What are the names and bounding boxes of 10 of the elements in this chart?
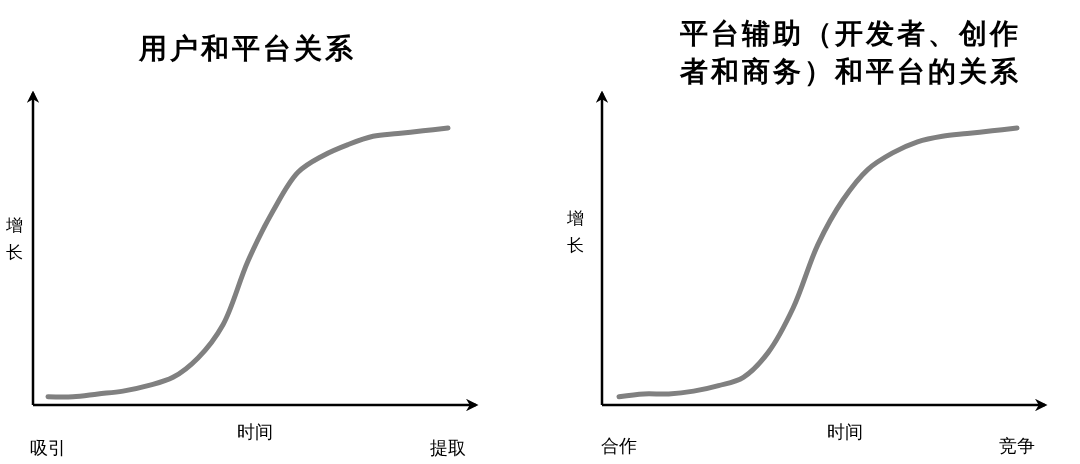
x-tick-label: 吸引 [30,437,66,458]
x-tick-label: 竞争 [999,435,1035,456]
y-axis-title: 增长 [565,208,584,255]
x-axis-title: 时间 [237,421,273,442]
y-axis-title: 增长 [4,215,23,262]
chart-title: 平台辅助（开发者、创作者和商务）和平台的关系 [678,17,1021,88]
x-tick-label: 提取 [430,437,466,458]
x-tick-label: 合作 [601,435,637,456]
chart-title: 用户和平台关系 [137,32,356,65]
x-axis-title: 时间 [827,421,863,442]
